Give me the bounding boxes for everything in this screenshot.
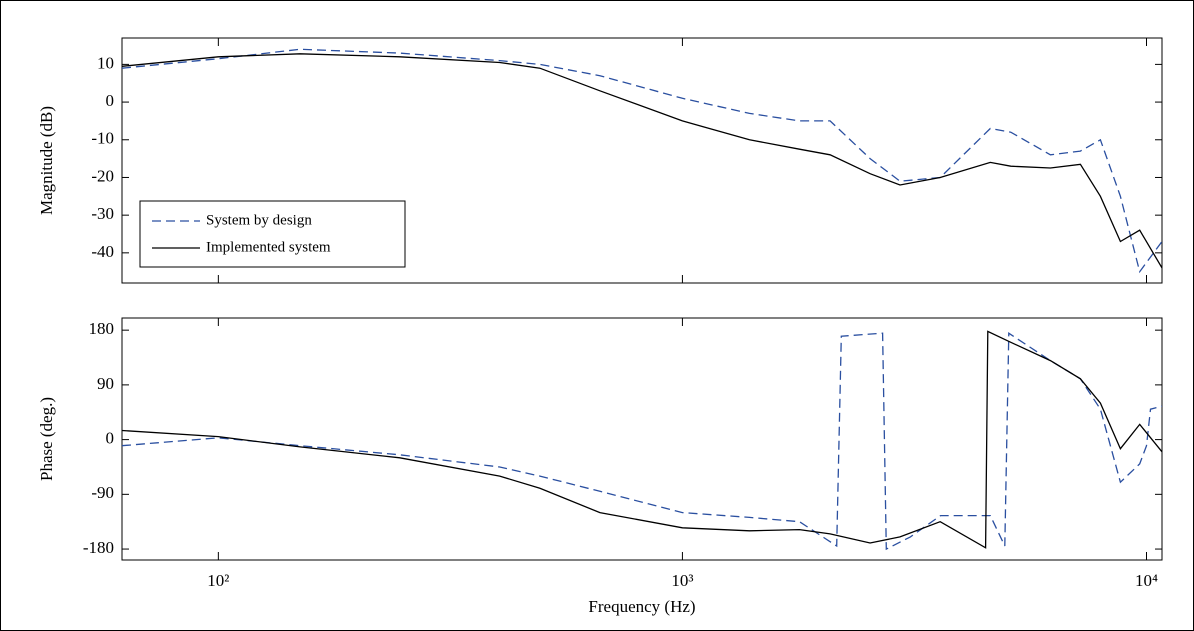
- y-tick-label: -180: [83, 538, 114, 557]
- x-tick-label: 10⁴: [1135, 571, 1158, 590]
- y-tick-label: -40: [91, 242, 114, 261]
- series-line: [122, 332, 1162, 551]
- y-tick-label: 0: [106, 429, 115, 448]
- legend-label: System by design: [206, 212, 312, 228]
- series-line: [122, 330, 1162, 549]
- y-tick-label: 180: [89, 319, 115, 338]
- y-tick-label: 0: [106, 91, 115, 110]
- x-tick-label: 10³: [671, 571, 693, 590]
- y-axis-label: Phase (deg.): [37, 397, 56, 481]
- x-tick-label: 10²: [207, 571, 229, 590]
- y-tick-label: -90: [91, 483, 114, 502]
- y-tick-label: -30: [91, 204, 114, 223]
- legend-label: Implemented system: [206, 239, 331, 255]
- series-line: [122, 48, 1162, 274]
- x-axis-label: Frequency (Hz): [588, 597, 695, 616]
- y-tick-label: 10: [97, 53, 114, 72]
- y-tick-label: -20: [91, 166, 114, 185]
- y-tick-label: -10: [91, 129, 114, 148]
- y-tick-label: 90: [97, 374, 114, 393]
- plot-area: [121, 317, 1163, 561]
- series-line: [122, 53, 1162, 269]
- legend-box: [139, 200, 406, 268]
- y-axis-label: Magnitude (dB): [37, 106, 56, 215]
